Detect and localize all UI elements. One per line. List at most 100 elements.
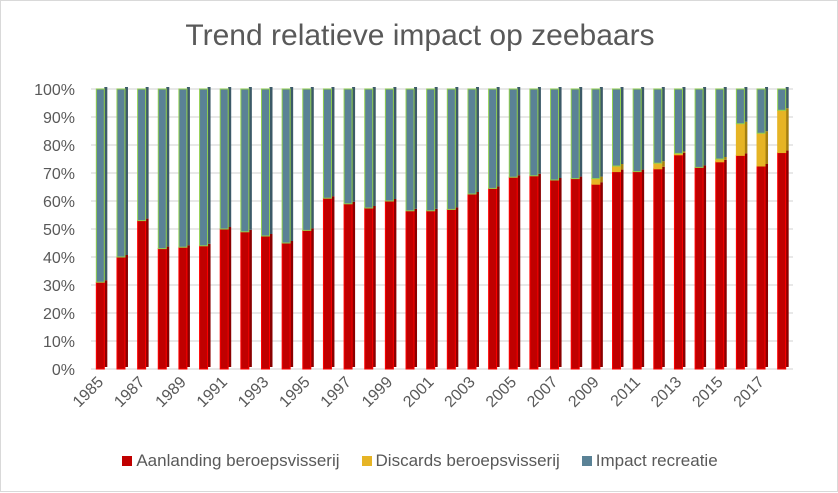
bar-segment-discards-beroepsvisserij — [756, 132, 766, 167]
x-tick-label: 2017 — [731, 374, 768, 411]
bar-side — [765, 131, 769, 164]
bar-segment-impact-recreatie — [405, 88, 415, 212]
legend-swatch — [361, 456, 372, 466]
bar-segment-aanlanding-beroepsvisserij — [467, 193, 477, 370]
bar-side — [414, 87, 418, 209]
bar-segment-aanlanding-beroepsvisserij — [756, 165, 766, 370]
bar-side — [765, 87, 769, 132]
bar-segment-aanlanding-beroepsvisserij — [343, 203, 353, 370]
legend-item-aanlanding: Aanlanding beroepsvisserij — [122, 451, 340, 471]
x-tick-label: 1997 — [318, 374, 355, 411]
bar-segment-impact-recreatie — [219, 88, 229, 230]
y-tick-label: 40% — [43, 250, 75, 267]
y-tick-label: 100% — [34, 82, 75, 99]
bar-segment-impact-recreatie — [591, 88, 601, 180]
y-tick-label: 60% — [43, 194, 75, 211]
bar-segment-aanlanding-beroepsvisserij — [653, 168, 663, 370]
y-tick-label: 10% — [43, 334, 75, 351]
bar-side — [207, 87, 211, 244]
bar-segment-impact-recreatie — [157, 88, 167, 250]
bar-segment-impact-recreatie — [467, 88, 477, 195]
bar-side — [496, 87, 500, 187]
bar-side — [537, 173, 541, 367]
y-tick-label: 20% — [43, 306, 75, 323]
bar-side — [124, 255, 128, 367]
bar-segment-discards-beroepsvisserij — [653, 162, 663, 170]
bar-side — [682, 151, 686, 153]
bar-side — [620, 87, 624, 164]
bar-side — [723, 157, 727, 160]
bar-segment-aanlanding-beroepsvisserij — [302, 229, 312, 370]
bar-segment-aanlanding-beroepsvisserij — [488, 187, 498, 370]
bar-segment-aanlanding-beroepsvisserij — [261, 235, 270, 370]
bar-segment-aanlanding-beroepsvisserij — [529, 175, 539, 370]
bar-segment-discards-beroepsvisserij — [612, 165, 621, 173]
bar-side — [455, 87, 459, 208]
bar-side — [393, 199, 397, 367]
legend-label: Impact recreatie — [595, 451, 718, 470]
bar-segment-impact-recreatie — [302, 88, 312, 231]
bar-segment-aanlanding-beroepsvisserij — [405, 210, 415, 370]
x-tick-label: 2013 — [648, 374, 685, 411]
bar-side — [723, 87, 727, 157]
x-tick-label: 2015 — [689, 374, 726, 411]
bar-side — [744, 121, 748, 154]
bar-segment-impact-recreatie — [199, 88, 209, 247]
bar-side — [517, 175, 521, 367]
bar-segment-aanlanding-beroepsvisserij — [446, 208, 456, 370]
legend-label: Discards beroepsvisserij — [375, 451, 560, 470]
bar-segment-aanlanding-beroepsvisserij — [137, 220, 147, 370]
bar-segment-aanlanding-beroepsvisserij — [715, 161, 725, 370]
bar-segment-impact-recreatie — [261, 88, 270, 237]
chart-title: Trend relatieve impact op zeebaars — [185, 19, 655, 52]
bar-side — [269, 234, 273, 367]
bar-side — [393, 87, 397, 199]
bar-side — [372, 206, 376, 367]
bar-side — [290, 241, 294, 367]
y-tick-label: 70% — [43, 166, 75, 183]
bar-segment-impact-recreatie — [384, 88, 394, 202]
bar-side — [579, 176, 583, 367]
bar-segment-impact-recreatie — [570, 88, 580, 180]
bar-side — [620, 164, 624, 170]
bar-side — [186, 245, 190, 367]
bar-side — [414, 208, 418, 367]
x-tick-label: 2009 — [565, 374, 602, 411]
bar-side — [558, 87, 562, 178]
bar-side — [661, 87, 665, 162]
bar-side — [104, 87, 108, 281]
bar-segment-discards-beroepsvisserij — [591, 178, 601, 185]
bar-segment-aanlanding-beroepsvisserij — [157, 248, 167, 370]
bar-segment-aanlanding-beroepsvisserij — [591, 183, 601, 370]
x-tick-label: 1993 — [235, 374, 272, 411]
bar-segment-impact-recreatie — [756, 88, 766, 134]
x-tick-label: 1991 — [194, 374, 231, 411]
bar-side — [599, 176, 603, 183]
legend-swatch — [122, 456, 133, 466]
bar-side — [166, 246, 170, 367]
bar-side — [228, 87, 232, 227]
bar-side — [785, 150, 789, 367]
bar-segment-impact-recreatie — [364, 88, 374, 209]
bar-segment-impact-recreatie — [426, 88, 436, 212]
bar-side — [372, 87, 376, 206]
x-tick-label: 1985 — [70, 374, 107, 411]
bar-side — [496, 186, 500, 367]
bar-side — [310, 228, 314, 367]
x-tick-label: 1999 — [359, 374, 396, 411]
x-tick-label: 2003 — [442, 374, 479, 411]
bar-segment-aanlanding-beroepsvisserij — [612, 171, 621, 370]
bar-side — [455, 207, 459, 367]
bar-segment-impact-recreatie — [137, 88, 147, 222]
x-tick-label: 2001 — [400, 374, 437, 411]
bar-segment-impact-recreatie — [508, 88, 518, 178]
bar-segment-impact-recreatie — [777, 88, 787, 111]
bar-segment-aanlanding-beroepsvisserij — [550, 179, 560, 370]
bar-segment-impact-recreatie — [178, 88, 188, 248]
bar-side — [352, 87, 356, 202]
bar-side — [558, 178, 562, 367]
bar-side — [248, 87, 252, 230]
bar-side — [310, 87, 314, 229]
bar-side — [145, 87, 149, 219]
